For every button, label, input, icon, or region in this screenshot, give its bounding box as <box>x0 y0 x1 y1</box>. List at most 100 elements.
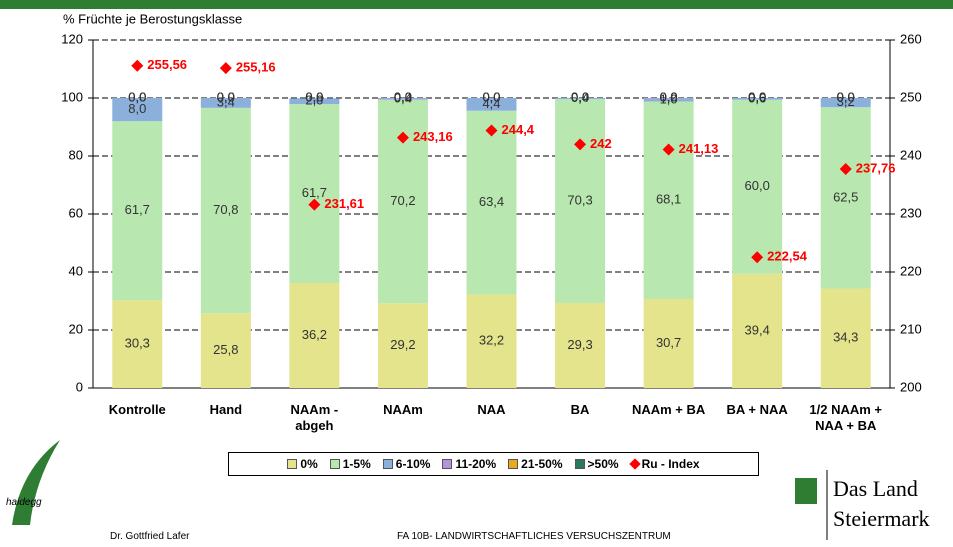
ru-marker <box>219 62 232 75</box>
data-label: 62,5 <box>833 189 858 204</box>
legend-marker <box>382 459 393 469</box>
y-tick-label: 0 <box>76 379 83 394</box>
data-label: 0,0 <box>660 89 678 104</box>
data-label: 3,2 <box>837 94 855 109</box>
data-label: 0,2 <box>394 90 412 105</box>
ru-label: 222,54 <box>767 249 808 264</box>
x-tick-label: Hand <box>209 402 243 417</box>
legend-marker <box>628 458 641 470</box>
bar-segment <box>200 313 251 388</box>
legend-marker <box>329 459 340 469</box>
legend-item: 21-50% <box>508 457 563 471</box>
legend-label: >50% <box>587 457 619 471</box>
logo-right-2: Steiermark <box>833 506 930 531</box>
ru-label: 242 <box>590 136 612 151</box>
data-label: 30,3 <box>125 336 150 351</box>
bar-segment <box>377 303 428 388</box>
x-tick-label: NAA <box>477 402 506 417</box>
ru-label: 241,13 <box>679 141 719 156</box>
bar-segment <box>555 98 606 100</box>
data-label: 0,0 <box>217 89 235 104</box>
x-tick-label: NAAm <box>383 402 423 417</box>
data-label: 0,0 <box>837 89 855 104</box>
ru-label: 237,76 <box>856 160 896 175</box>
data-label: 68,1 <box>656 192 681 207</box>
data-label: 0,0 <box>571 89 589 104</box>
legend-label: 6-10% <box>395 457 431 471</box>
bar-segment <box>466 110 517 295</box>
legend-item: 6-10% <box>382 457 431 471</box>
data-label: 0,6 <box>748 90 766 105</box>
bar-segment <box>732 273 783 388</box>
data-label: 60,0 <box>745 178 770 193</box>
ru-label: 243,16 <box>413 129 453 144</box>
data-label: 61,7 <box>125 202 150 217</box>
bar-segment <box>466 98 517 111</box>
x-tick-label: BA + NAA <box>726 402 788 417</box>
data-label: 0,0 <box>217 89 235 104</box>
legend: 0% 1-5% 6-10% 11-20% 21-50% >50% Ru - Index <box>228 452 759 476</box>
data-label: 70,2 <box>390 193 415 208</box>
logo-left: haidegg <box>6 497 42 508</box>
bar-segment <box>820 288 871 388</box>
y-tick-label: 60 <box>69 205 83 220</box>
bar-segment <box>643 101 694 299</box>
y2-tick-label: 230 <box>900 205 922 220</box>
ru-label: 231,61 <box>324 196 364 211</box>
data-label: 1,0 <box>660 91 678 106</box>
data-label: 0,0 <box>482 89 500 104</box>
y-axis-title: % Früchte je Berostungsklasse <box>63 11 242 26</box>
bar-segment <box>643 98 694 99</box>
data-label: 2,0 <box>305 93 323 108</box>
data-label: 0,0 <box>394 89 412 104</box>
data-label: 0,0 <box>837 89 855 104</box>
data-label: 0,4 <box>571 90 589 105</box>
bar-segment <box>112 121 163 301</box>
ru-marker <box>574 138 587 151</box>
data-label: 3,4 <box>217 94 235 109</box>
data-label: 0,0 <box>305 90 323 105</box>
x-tick-label: 1/2 NAAm + NAA + BA <box>809 402 883 433</box>
data-label: 70,3 <box>567 193 592 208</box>
data-label: 0,0 <box>128 89 146 104</box>
y2-tick-label: 200 <box>900 379 922 394</box>
legend-marker <box>442 459 453 469</box>
ru-marker <box>308 198 321 211</box>
y-tick-label: 20 <box>69 321 83 336</box>
data-label: 0,0 <box>394 89 412 104</box>
logo-right-1: Das Land <box>833 476 918 501</box>
data-label: 25,8 <box>213 342 238 357</box>
bar-segment <box>112 300 163 388</box>
data-label: 0,0 <box>748 89 766 104</box>
data-label: 0,0 <box>482 89 500 104</box>
bar-segment <box>377 98 428 99</box>
ru-marker <box>396 131 409 144</box>
ru-marker <box>131 59 144 72</box>
y2-tick-label: 250 <box>900 89 922 104</box>
data-label: 36,2 <box>302 327 327 342</box>
data-label: 0,0 <box>571 89 589 104</box>
legend-label: 11-20% <box>455 457 497 471</box>
data-label: 29,2 <box>390 337 415 352</box>
bar-segment <box>820 107 871 289</box>
legend-item: 11-20% <box>442 457 496 471</box>
x-tick-label: NAAm + BA <box>631 402 706 417</box>
legend-marker <box>508 459 519 469</box>
x-tick-label: BA <box>570 402 590 417</box>
y2-tick-label: 220 <box>900 263 922 278</box>
bar-segment <box>732 99 783 274</box>
legend-label: 1-5% <box>342 457 371 471</box>
data-label: 8,0 <box>128 101 146 116</box>
ru-label: 255,16 <box>236 60 276 75</box>
legend-label: Ru - Index <box>641 457 700 471</box>
bar-segment <box>112 98 163 122</box>
bar-segment <box>466 294 517 388</box>
ru-marker <box>485 124 498 137</box>
x-tick-label: Kontrolle <box>108 402 166 417</box>
legend-label: 0% <box>300 457 318 471</box>
data-label: 0,0 <box>217 89 235 104</box>
ru-marker <box>751 251 764 264</box>
ru-label: 255,56 <box>147 57 187 72</box>
data-label: 70,8 <box>213 202 238 217</box>
